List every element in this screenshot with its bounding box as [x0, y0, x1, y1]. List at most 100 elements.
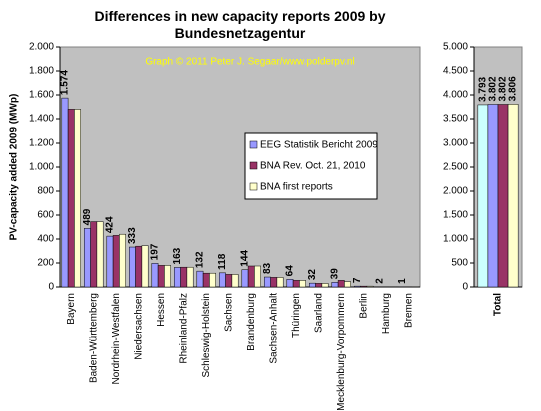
bar	[84, 228, 91, 288]
bar	[74, 109, 81, 288]
bar	[321, 283, 329, 288]
bar	[286, 279, 294, 288]
legend-label: BNA Rev. Oct. 21, 2010	[260, 161, 366, 172]
data-label: 64	[285, 265, 296, 277]
bar	[90, 221, 98, 288]
bar	[497, 104, 509, 288]
y-tick-label: 600	[37, 210, 54, 221]
bar	[202, 272, 210, 288]
data-label: 118	[217, 253, 228, 270]
x-tick-label: Bremen	[403, 293, 414, 328]
data-label: 39	[330, 268, 341, 280]
bar	[180, 266, 188, 288]
bar	[247, 265, 255, 288]
x-tick-label: Hamburg	[381, 293, 392, 334]
y-tick-label: 1.000	[29, 162, 54, 173]
x-tick-label: Brandenburg	[246, 293, 257, 351]
data-label: 424	[105, 216, 116, 233]
bar	[106, 235, 114, 288]
legend-label: BNA first reports	[260, 182, 333, 193]
bar	[241, 269, 249, 288]
data-label: 83	[262, 262, 273, 274]
bar	[231, 274, 239, 288]
data-label: 1.574	[60, 70, 71, 95]
bar	[151, 263, 159, 288]
legend-swatch	[249, 140, 258, 149]
x-tick-label: Total	[493, 293, 504, 316]
bar	[119, 233, 126, 288]
x-tick-label: Thüringen	[291, 293, 302, 338]
x-tick-label: Sachsen	[223, 293, 234, 332]
bar	[186, 266, 194, 288]
data-label: 3.806	[508, 76, 519, 101]
annotation: Graph © 2011 Peter J. Segaar/www.polderp…	[145, 57, 354, 68]
data-label: 3.802	[488, 76, 499, 101]
x-tick-label: Nordrhein-Westfalen	[111, 293, 122, 385]
bar	[331, 282, 339, 288]
bar	[67, 109, 75, 288]
data-label: 32	[307, 269, 318, 281]
data-label: 3.802	[498, 76, 509, 101]
bar	[477, 104, 489, 288]
bar	[225, 274, 233, 288]
bar	[299, 280, 306, 288]
x-tick-label: Bayern	[66, 293, 77, 325]
bar	[112, 235, 120, 288]
bar	[196, 270, 204, 288]
x-tick-label: Schleswig-Holstein	[201, 293, 212, 377]
legend	[244, 132, 378, 200]
y-tick-label: 4.500	[443, 66, 468, 77]
bar	[309, 282, 316, 288]
y-tick-label: 1.200	[29, 138, 54, 149]
data-label: 7	[352, 277, 363, 283]
y-tick-label: 5.000	[443, 42, 468, 53]
legend-label: EEG Statistik Bericht 2009	[260, 140, 378, 151]
bar	[315, 283, 323, 288]
x-tick-label: Rheinland-Pfalz	[178, 293, 189, 364]
bar	[507, 104, 519, 288]
y-tick-label: 3.000	[443, 138, 468, 149]
bar	[487, 104, 499, 288]
x-tick-label: Sachsen-Anhalt	[268, 293, 279, 364]
bar	[141, 245, 149, 288]
bar	[270, 277, 278, 288]
data-label: 489	[82, 208, 93, 225]
y-tick-label: 2.000	[443, 186, 468, 197]
y-tick-label: 4.000	[443, 90, 468, 101]
bar	[344, 281, 351, 288]
data-label: 2	[375, 278, 386, 284]
bar	[276, 277, 284, 288]
data-label: 144	[240, 250, 251, 267]
x-tick-label: Niedersachsen	[133, 293, 144, 360]
y-tick-label: 2.000	[29, 42, 54, 53]
y-tick-label: 800	[37, 186, 54, 197]
bar	[129, 246, 136, 288]
x-tick-label: Berlin	[358, 293, 369, 319]
x-tick-label: Mecklenburg-Vorpommern	[336, 293, 347, 411]
y-tick-label: 0	[462, 282, 468, 293]
x-tick-label: Saarland	[313, 293, 324, 333]
bar	[96, 221, 104, 288]
bar	[61, 97, 69, 288]
bar	[209, 272, 216, 288]
y-tick-label: 400	[37, 234, 54, 245]
y-tick-label: 0	[48, 282, 54, 293]
bar	[164, 265, 171, 288]
y-tick-label: 2.500	[443, 162, 468, 173]
y-tick-label: 200	[37, 258, 54, 269]
x-tick-label: Baden-Württemberg	[88, 293, 99, 383]
y-tick-label: 3.500	[443, 114, 468, 125]
y-tick-label: 1.000	[443, 234, 468, 245]
bar	[366, 285, 374, 288]
bar	[264, 276, 271, 288]
bar	[360, 285, 368, 288]
chart-title: Differences in new capacity reports 2009…	[94, 8, 386, 41]
x-tick-label: Hessen	[156, 293, 167, 327]
data-label: 1	[397, 278, 408, 284]
y-tick-label: 500	[451, 258, 468, 269]
legend-swatch	[249, 161, 258, 170]
y-tick-label: 1.800	[29, 66, 54, 77]
y-tick-label: 1.400	[29, 114, 54, 125]
